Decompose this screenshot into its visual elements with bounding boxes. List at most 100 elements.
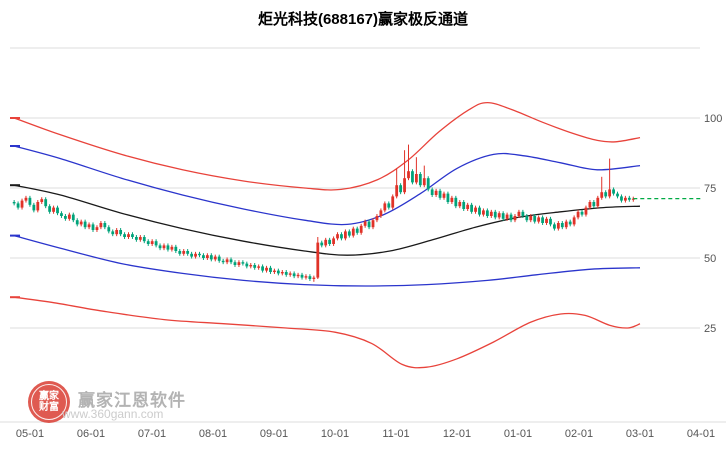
candle-body xyxy=(48,206,52,212)
candle-body xyxy=(600,192,604,198)
candle-body xyxy=(194,253,197,257)
chart-plot-area[interactable] xyxy=(10,40,700,422)
candle-body xyxy=(379,210,383,216)
candle-body xyxy=(292,273,296,277)
candle-body xyxy=(20,200,24,208)
candle-body xyxy=(462,202,466,209)
candle-body xyxy=(560,223,564,228)
y-axis-label: 100 xyxy=(704,113,722,125)
candle-body xyxy=(79,221,83,225)
candle-body xyxy=(411,171,414,183)
candle-body xyxy=(482,210,485,215)
x-axis-label: 05-01 xyxy=(16,428,44,440)
candle-body xyxy=(608,189,612,197)
candle-body xyxy=(529,216,533,221)
candle-body xyxy=(308,276,312,279)
candle-body xyxy=(517,211,521,216)
candle-body xyxy=(158,245,162,249)
candle-body xyxy=(604,192,608,197)
candle-body xyxy=(44,199,48,207)
candle-body xyxy=(166,245,170,250)
candle-body xyxy=(154,241,158,246)
candle-body xyxy=(442,193,446,198)
x-axis-label: 12-01 xyxy=(443,428,471,440)
candle-body xyxy=(83,221,87,228)
candle-body xyxy=(359,225,363,233)
candle-body xyxy=(213,256,217,260)
candle-body xyxy=(249,265,253,267)
candle-body xyxy=(312,277,316,279)
x-axis-label: 01-01 xyxy=(504,428,532,440)
candle-body xyxy=(60,213,63,216)
candle-body xyxy=(32,204,36,211)
candle-body xyxy=(391,196,395,208)
candle-body xyxy=(375,216,379,221)
candle-body xyxy=(202,255,205,258)
channel-line-lower-red xyxy=(14,296,641,369)
candle-body xyxy=(501,213,505,219)
candle-body xyxy=(596,197,600,207)
candle-body xyxy=(253,265,257,268)
candle-body xyxy=(446,193,450,202)
x-axis-label: 09-01 xyxy=(260,428,288,440)
candle-body xyxy=(99,223,103,228)
candle-body xyxy=(624,197,627,201)
candle-body xyxy=(422,178,426,186)
x-axis-label: 06-01 xyxy=(77,428,105,440)
candle-body xyxy=(276,270,280,274)
candle-body xyxy=(40,199,44,202)
candle-body xyxy=(521,211,525,216)
candle-body xyxy=(170,246,174,250)
channel-line-upper-red xyxy=(13,101,641,191)
candle-body xyxy=(320,242,324,246)
candle-body xyxy=(324,239,328,246)
candle-body xyxy=(221,260,225,263)
candle-body xyxy=(284,272,288,275)
candle-body xyxy=(273,270,276,272)
candle-body xyxy=(513,216,517,221)
candle-body xyxy=(537,217,541,222)
candle-body xyxy=(588,202,592,208)
candle-body xyxy=(217,256,221,261)
candle-body xyxy=(620,196,623,201)
chart-title: 炬光科技(688167)赢家极反通道 xyxy=(257,11,469,28)
candle-body xyxy=(627,197,631,200)
candle-body xyxy=(347,231,351,236)
channel-line-upper-blue xyxy=(13,145,641,226)
candle-body xyxy=(67,214,71,219)
candle-body xyxy=(304,276,308,278)
candle-body xyxy=(478,207,481,215)
candle-body xyxy=(24,197,28,201)
x-axis-label: 11-01 xyxy=(382,428,409,440)
candle-body xyxy=(182,251,186,254)
candle-body xyxy=(107,227,111,232)
candle-body xyxy=(387,203,391,208)
candle-body xyxy=(336,234,339,239)
candle-body xyxy=(493,211,497,218)
candle-body xyxy=(257,266,261,268)
candle-body xyxy=(95,227,99,230)
candle-body xyxy=(138,237,142,240)
candle-body xyxy=(245,263,249,267)
candle-body xyxy=(399,185,403,193)
candle-body xyxy=(115,230,119,235)
channel-line-mid-black xyxy=(14,184,641,256)
candle-body xyxy=(12,202,16,204)
candle-body xyxy=(134,237,138,240)
candle-body xyxy=(127,234,130,237)
candle-body xyxy=(426,178,430,190)
candle-body xyxy=(568,221,572,225)
candle-body xyxy=(466,204,470,209)
watermark-url-text: www.360gann.com xyxy=(62,407,164,421)
candle-body xyxy=(316,242,320,278)
candle-body xyxy=(280,272,284,274)
candle-body xyxy=(580,211,584,215)
candle-body xyxy=(533,216,537,222)
candle-body xyxy=(119,230,123,235)
candle-body xyxy=(497,213,501,218)
candle-body xyxy=(174,246,178,251)
y-axis-label: 75 xyxy=(704,183,716,195)
candle-body xyxy=(458,202,462,207)
